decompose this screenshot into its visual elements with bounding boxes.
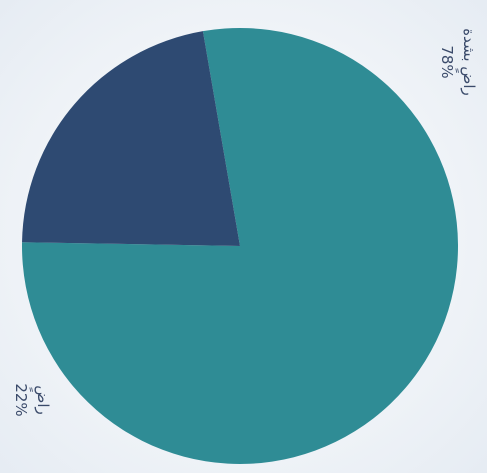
slice-value-label: 78%	[438, 45, 456, 78]
pie-slice-satisfied	[22, 31, 240, 247]
slice-value-label: 22%	[12, 383, 30, 416]
slice-category-label: راضٍ بشدة	[455, 28, 478, 96]
slice-category-label: راضٍ	[29, 385, 52, 415]
pie-slices	[22, 28, 459, 465]
label-satisfied: راضٍ22%	[12, 383, 52, 416]
